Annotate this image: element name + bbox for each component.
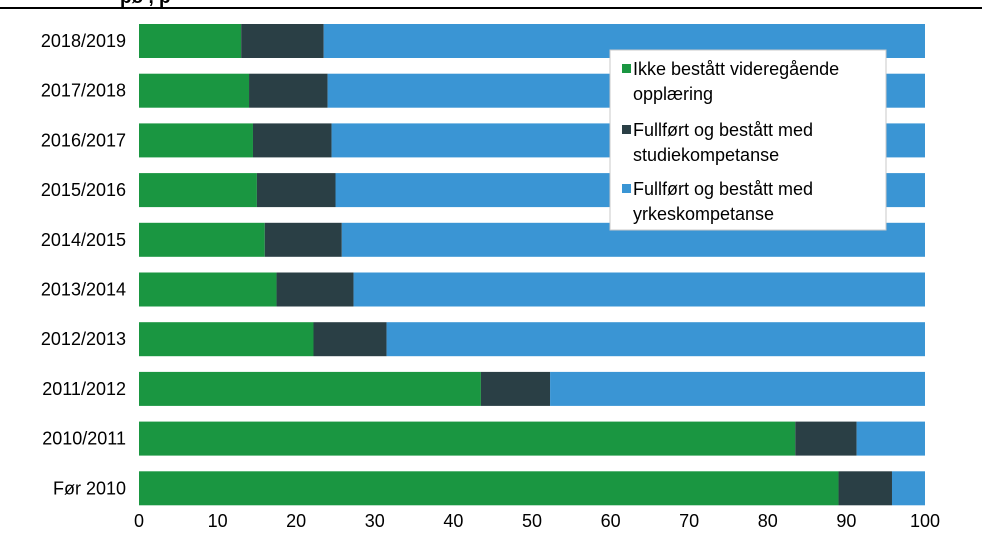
legend-label-0-line-0: Ikke bestått videregående: [633, 59, 839, 79]
bar-segment-s0-row9: [139, 471, 839, 506]
category-label: 2015/2016: [41, 180, 126, 200]
bar-segment-s1-row4: [264, 222, 342, 257]
category-labels: 2018/2019 2017/2018 2016/2017 2015/2016 2014…: [41, 31, 126, 498]
x-axis-tick-labels: 0 10 20 30 40 50 60 70 80 90 100: [134, 511, 940, 531]
bar-segment-s1-row9: [838, 471, 892, 506]
bar-segment-s0-row7: [139, 371, 481, 406]
bar-segment-s2-row8: [856, 421, 925, 456]
bar-segment-s1-row1: [249, 73, 328, 108]
bar-segment-s0-row1: [139, 73, 250, 108]
bar-segment-s0-row6: [139, 322, 314, 357]
x-tick-label: 30: [365, 511, 385, 531]
x-tick-label: 90: [836, 511, 856, 531]
bar-segment-s2-row6: [386, 322, 926, 357]
bar-segment-s1-row6: [313, 322, 387, 357]
category-label: 2011/2012: [42, 379, 126, 399]
x-tick-label: 40: [443, 511, 463, 531]
category-label: 2010/2011: [42, 429, 126, 449]
legend-swatch-0: [622, 64, 631, 73]
bar-segment-s1-row2: [252, 123, 332, 158]
bar-segment-s2-row9: [891, 471, 925, 506]
category-label: 2014/2015: [41, 230, 126, 250]
legend-swatch-1: [622, 125, 631, 134]
bar-segment-s0-row3: [139, 173, 257, 208]
bar-segment-s1-row5: [276, 272, 354, 307]
category-label: 2016/2017: [41, 130, 126, 150]
category-label: 2018/2019: [41, 31, 126, 51]
legend-label-1-line-0: Fullført og bestått med: [633, 120, 813, 140]
bar-segment-s0-row4: [139, 222, 265, 257]
x-tick-label: 50: [522, 511, 542, 531]
legend-label-2-line-0: Fullført og bestått med: [633, 179, 813, 199]
legend-swatch-2: [622, 184, 631, 193]
bar-segment-s0-row0: [139, 24, 242, 58]
bar-segment-s0-row5: [139, 272, 277, 307]
legend-label-0-line-1: opplæring: [633, 84, 713, 104]
bar-segment-s1-row7: [480, 371, 551, 406]
bar-segment-s2-row7: [550, 371, 925, 406]
chart-title-area: pø , p: [0, 0, 982, 9]
category-label: 2012/2013: [41, 329, 126, 349]
chart-title-fragment: pø , p: [120, 0, 171, 8]
bar-segment-s1-row3: [256, 173, 336, 208]
bar-segment-s1-row8: [795, 421, 857, 456]
category-label: 2013/2014: [41, 280, 126, 300]
bar-segment-s0-row2: [139, 123, 253, 158]
bar-segment-s0-row8: [139, 421, 796, 456]
category-label: Før 2010: [53, 478, 126, 498]
x-tick-label: 80: [758, 511, 778, 531]
legend-label-1-line-1: studiekompetanse: [633, 145, 779, 165]
legend: Ikke bestått videregående opplæring Fullfø…: [609, 49, 887, 231]
x-tick-label: 70: [679, 511, 699, 531]
category-label: 2017/2018: [41, 81, 126, 101]
bar-segment-s1-row0: [241, 24, 324, 58]
legend-label-2-line-1: yrkeskompetanse: [633, 204, 774, 224]
bar-segment-s2-row5: [353, 272, 926, 307]
legend-box: [609, 49, 887, 231]
x-tick-label: 100: [910, 511, 940, 531]
x-tick-label: 20: [286, 511, 306, 531]
x-tick-label: 0: [134, 511, 144, 531]
x-tick-label: 10: [208, 511, 228, 531]
x-tick-label: 60: [601, 511, 621, 531]
